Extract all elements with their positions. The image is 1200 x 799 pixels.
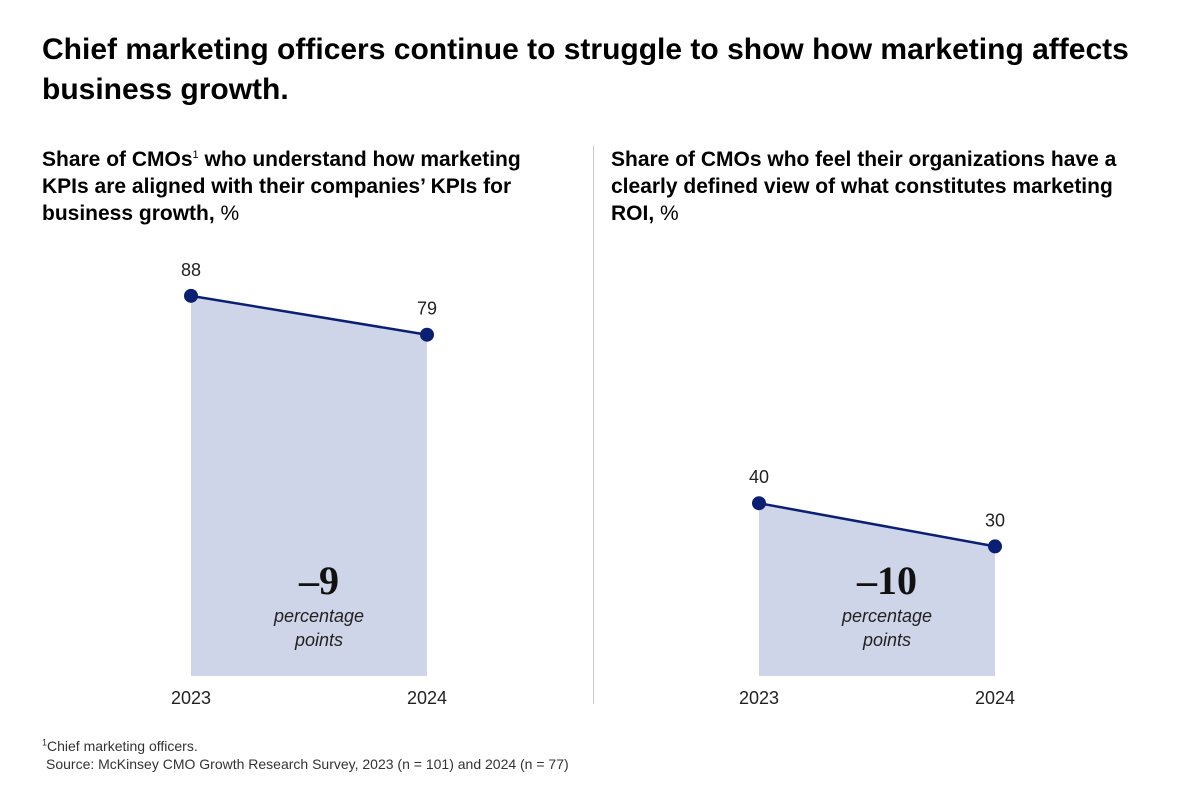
left-point-2023 bbox=[184, 288, 198, 303]
right-area-fill bbox=[759, 503, 995, 676]
left-point-2024 bbox=[420, 327, 434, 342]
right-delta-caption-line2: points bbox=[862, 630, 911, 650]
left-delta-caption-line1: percentage bbox=[273, 606, 364, 626]
left-series-line bbox=[190, 294, 428, 336]
left-area-fill bbox=[191, 295, 427, 676]
panel-divider bbox=[593, 146, 594, 704]
right-value-label-2023: 40 bbox=[749, 467, 769, 487]
left-value-label-2023: 88 bbox=[181, 260, 201, 280]
left-value-label-2024: 79 bbox=[417, 299, 437, 319]
left-delta-caption-line2: points bbox=[294, 630, 343, 650]
right-series-line bbox=[758, 501, 996, 548]
left-chart-subtitle: Share of CMOs1 who understand how market… bbox=[42, 148, 521, 225]
right-delta-value: –10 bbox=[856, 558, 917, 603]
left-delta-value: –9 bbox=[298, 558, 339, 603]
right-delta-caption-line1: percentage bbox=[841, 606, 932, 626]
right-point-2024 bbox=[988, 539, 1002, 554]
chart-title: Chief marketing officers continue to str… bbox=[42, 33, 1129, 106]
right-x-tick-2023: 2023 bbox=[739, 688, 779, 708]
right-point-2023 bbox=[752, 496, 766, 511]
source-note: Source: McKinsey CMO Growth Research Sur… bbox=[46, 756, 569, 772]
footnote: 1Chief marketing officers. Source: McKins… bbox=[42, 737, 569, 772]
left-x-tick-2023: 2023 bbox=[171, 688, 211, 708]
right-value-label-2024: 30 bbox=[985, 510, 1005, 530]
left-x-tick-2024: 2024 bbox=[407, 688, 447, 708]
right-x-tick-2024: 2024 bbox=[975, 688, 1015, 708]
right-chart-subtitle: Share of CMOs who feel their organizatio… bbox=[611, 148, 1117, 225]
